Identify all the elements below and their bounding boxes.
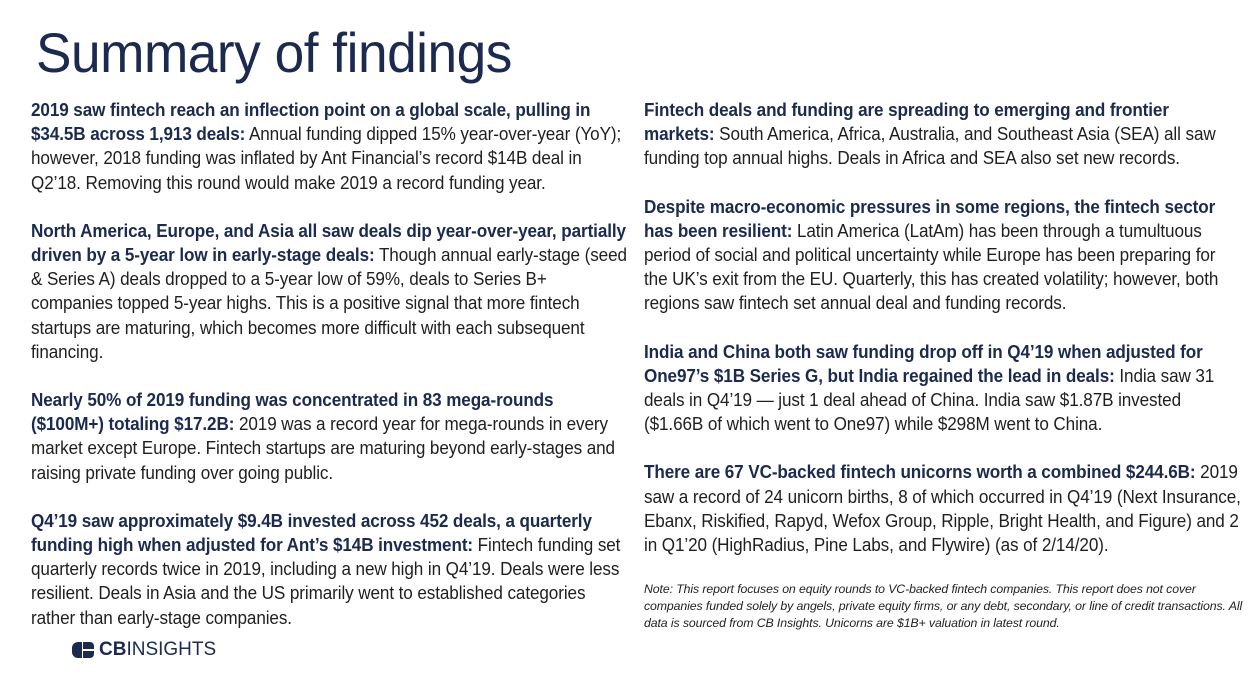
finding-body: Fintech funding set quarterly records tw… bbox=[31, 534, 621, 628]
finding-india-china: India and China both saw funding drop of… bbox=[644, 340, 1242, 437]
finding-resilient-regions: Despite macro-economic pressures in some… bbox=[644, 195, 1242, 316]
finding-headline: 2019 saw fintech reach an inflection poi… bbox=[31, 99, 591, 145]
finding-body: 2019 was a record year for mega-rounds i… bbox=[31, 413, 615, 483]
methodology-note: Note: This report focuses on equity roun… bbox=[644, 582, 1243, 631]
finding-headline: There are 67 VC-backed fintech unicorns … bbox=[644, 461, 1196, 483]
findings-right-column: Fintech deals and funding are spreading … bbox=[644, 98, 1244, 632]
finding-global-inflection: 2019 saw fintech reach an inflection poi… bbox=[31, 98, 629, 195]
finding-body: South America, Africa, Australia, and So… bbox=[644, 123, 1216, 169]
finding-body: India saw 31 deals in Q4’19 — just 1 dea… bbox=[644, 364, 1215, 435]
finding-q4-funding: Q4’19 saw approximately $9.4B invested a… bbox=[31, 509, 629, 630]
finding-regional-deals-dip: North America, Europe, and Asia all saw … bbox=[31, 219, 629, 364]
logo-wordmark: CBINSIGHTS bbox=[99, 639, 216, 661]
finding-body: Latin America (LatAm) has been through a… bbox=[644, 219, 1219, 314]
finding-headline: Despite macro-economic pressures in some… bbox=[644, 195, 1216, 241]
finding-headline: India and China both saw funding drop of… bbox=[644, 340, 1203, 386]
finding-headline: Nearly 50% of 2019 funding was concentra… bbox=[31, 389, 554, 435]
findings-left-column: 2019 saw fintech reach an inflection poi… bbox=[31, 98, 631, 654]
logo-wordmark-cb: CB bbox=[99, 639, 127, 660]
finding-mega-rounds: Nearly 50% of 2019 funding was concentra… bbox=[31, 388, 629, 485]
finding-unicorns: There are 67 VC-backed fintech unicorns … bbox=[644, 460, 1242, 557]
page-title: Summary of findings bbox=[36, 21, 512, 84]
finding-headline: Q4’19 saw approximately $9.4B invested a… bbox=[31, 509, 592, 556]
finding-body: 2019 saw a record of 24 unicorn births, … bbox=[644, 461, 1241, 556]
finding-emerging-markets: Fintech deals and funding are spreading … bbox=[644, 98, 1242, 171]
cb-insights-logo: CBINSIGHTS bbox=[72, 639, 216, 661]
finding-body: Annual funding dipped 15% year-over-year… bbox=[31, 123, 622, 193]
logo-wordmark-insights: INSIGHTS bbox=[126, 639, 217, 660]
cb-insights-logo-icon bbox=[72, 642, 94, 658]
finding-body: Though annual early-stage (seed & Series… bbox=[31, 244, 627, 362]
finding-headline: Fintech deals and funding are spreading … bbox=[644, 99, 1169, 145]
finding-headline: North America, Europe, and Asia all saw … bbox=[31, 219, 626, 266]
